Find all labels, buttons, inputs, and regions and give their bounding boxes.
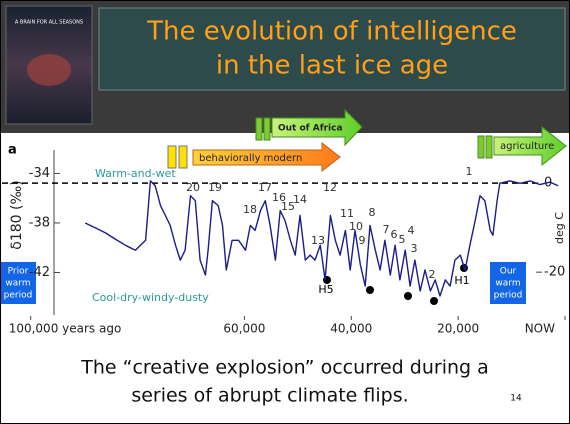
arrow-bar [167,145,177,169]
event-label: 20 [186,181,200,194]
x-tick-label: 40,000 [330,322,372,336]
caption: The “creative explosion” occurred during… [80,357,489,379]
annotation: Cool-dry-windy-dusty [92,291,209,304]
x-tick-label: 60,000 [223,322,265,336]
event-label: 16 [272,191,286,204]
arrow [493,125,567,167]
event-label: 14 [293,193,307,206]
event-label: 7 [383,223,390,236]
event-label: 11 [340,207,354,220]
heinrich-label: H1 [454,274,469,287]
title: The evolution of intelligence [146,17,517,47]
arrow-bar [477,135,485,159]
event-label: 1 [466,165,473,178]
book-cover [5,5,93,125]
event-label: 19 [208,181,222,194]
event-label: 2 [429,268,436,281]
event-label: 8 [369,206,376,219]
heinrich-dot [404,292,412,300]
heinrich-label: H5 [318,283,333,296]
period-box [0,262,36,304]
period-label: period [4,291,33,301]
period-label: Prior [8,267,29,277]
arrow-label: Out of Africa [278,124,343,134]
period-label: warm [495,279,520,289]
event-label: 15 [281,200,295,213]
y-tick-label: -34 [29,166,50,181]
book-art [27,54,71,86]
event-label: 9 [359,234,366,247]
panel-label: a [8,143,17,158]
event-label: 13 [311,234,325,247]
event-label: 12 [323,181,337,194]
page-number: 14 [510,394,522,404]
arrow-bar [255,117,263,141]
period-label: warm [5,279,30,289]
y-axis-label: δ180 (‰) [9,180,25,249]
event-label: 5 [399,233,406,246]
title-box [98,7,566,91]
book-title: A BRAIN FOR ALL SEASONS [15,20,83,26]
period-label: period [494,291,523,301]
arrow-bar [485,135,493,159]
data-line [84,180,559,297]
arrow-bar [178,145,188,169]
x-tick-label: NOW [525,322,555,336]
title: in the last ice age [216,51,448,81]
period-box [490,262,526,304]
event-label: 6 [391,228,398,241]
arrow-bar [263,117,271,141]
y-tick-label: -38 [29,215,50,230]
event-label: 10 [349,220,363,233]
y2-tick-label: -20 [544,265,565,280]
period-label: Our [500,267,517,277]
x-tick-label: 100,000 years ago [9,322,122,336]
arrow-label: behaviorally modern [199,153,302,164]
arrow [192,141,341,173]
y-tick-label: -42 [29,265,50,280]
annotation: Warm-and-wet [95,167,176,180]
event-label: 18 [243,203,257,216]
event-label: 4 [408,224,415,237]
heinrich-dot [430,297,438,305]
x-tick-label: 20,000 [437,322,479,336]
arrow [271,108,363,147]
event-label: 3 [411,242,418,255]
chart: a δ180 (‰) deg C behaviorally modern Out… [0,108,567,336]
y2-axis-label: deg C [553,212,566,244]
caption: series of abrupt climate flips. [131,385,408,407]
arrow-label: agriculture [500,141,554,152]
heinrich-dot [366,286,374,294]
event-label: 17 [258,181,272,194]
